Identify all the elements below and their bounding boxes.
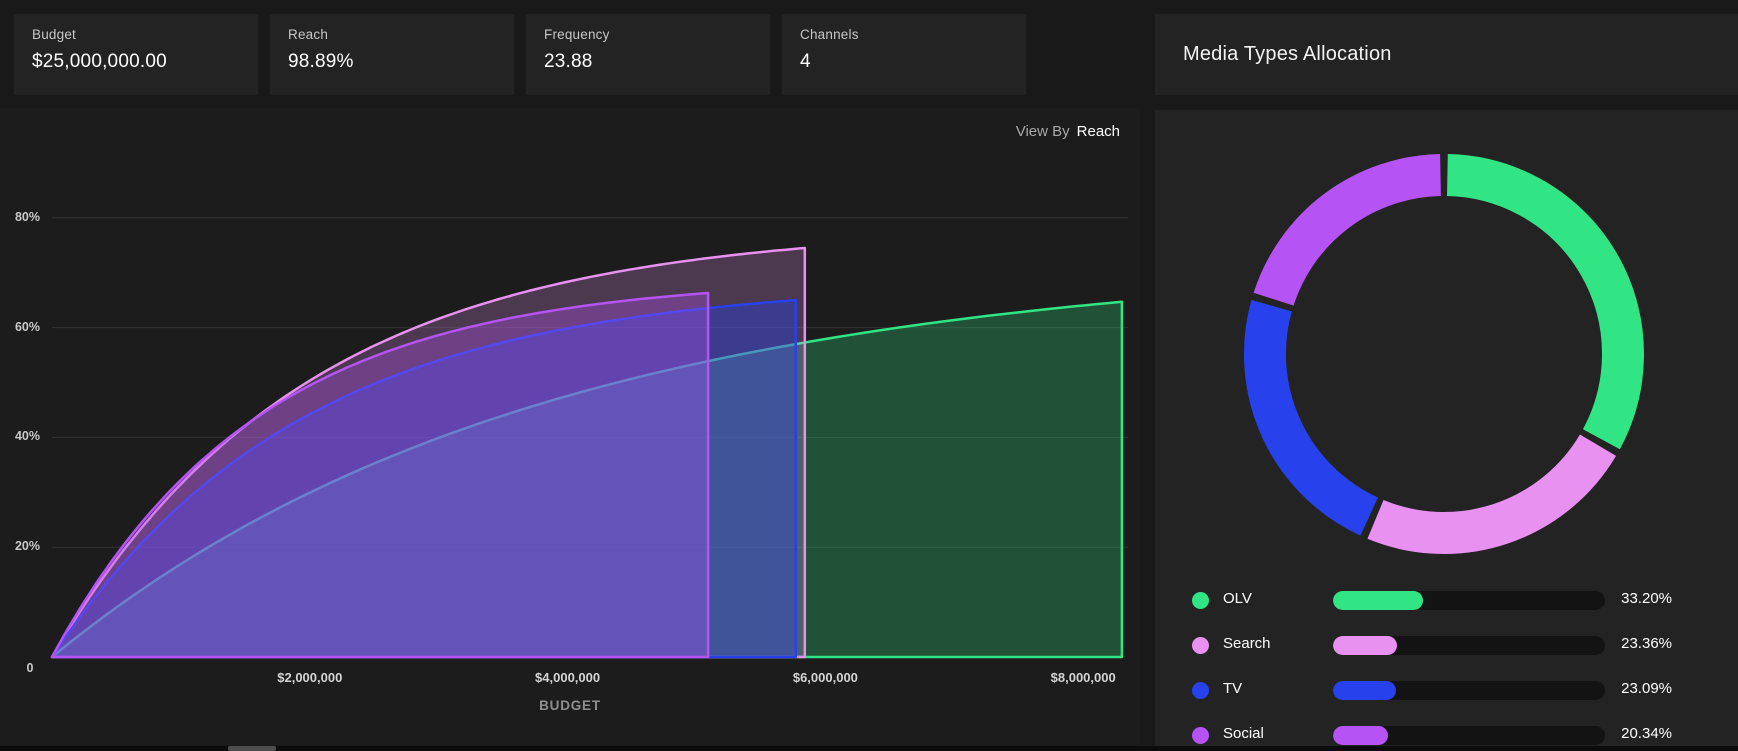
y-axis-tick-label: 60% xyxy=(14,319,40,334)
legend-row-social[interactable]: Social 20.34% xyxy=(1155,714,1738,751)
reach-curve-search xyxy=(50,246,807,659)
x-axis-title: BUDGET xyxy=(539,698,601,713)
stat-card-budget: Budget $25,000,000.00 xyxy=(14,14,258,95)
view-by-value: Reach xyxy=(1076,123,1120,140)
stat-label: Frequency xyxy=(544,27,610,42)
olv-legend-dot-icon xyxy=(1192,592,1209,609)
view-by-selector[interactable]: View By Reach xyxy=(1016,123,1120,140)
x-axis-tick-label: $4,000,000 xyxy=(535,670,601,685)
x-axis-tick-label: $8,000,000 xyxy=(1050,670,1116,685)
y-axis-tick-label: 80% xyxy=(14,209,40,224)
stat-label: Reach xyxy=(288,27,329,42)
allocation-panel: OLV 33.20% Search 23.36% TV 23.09% Socia… xyxy=(1155,110,1738,751)
legend-row-tv[interactable]: TV 23.09% xyxy=(1155,669,1738,713)
legend-value: 20.34% xyxy=(1621,725,1672,742)
legend-bar-track xyxy=(1333,681,1605,700)
legend-bar-track xyxy=(1333,591,1605,610)
stat-card-channels: Channels 4 xyxy=(782,14,1026,95)
legend-value: 23.36% xyxy=(1621,635,1672,652)
stat-label: Budget xyxy=(32,27,76,42)
legend-label: OLV xyxy=(1223,590,1252,607)
donut-segment-search xyxy=(1367,434,1617,554)
legend-bar-fill xyxy=(1333,681,1396,700)
stat-value: 4 xyxy=(800,51,811,72)
donut-segment-social xyxy=(1253,154,1442,307)
y-axis-tick-label: 40% xyxy=(14,429,40,444)
reach-curve-tv xyxy=(50,298,798,659)
allocation-panel-header: Media Types Allocation xyxy=(1155,14,1738,95)
stat-value: $25,000,000.00 xyxy=(32,51,167,72)
stat-card-frequency: Frequency 23.88 xyxy=(526,14,770,95)
legend-bar-fill xyxy=(1333,636,1397,655)
search-legend-dot-icon xyxy=(1192,637,1209,654)
reach-curve-social xyxy=(50,291,710,659)
legend-bar-track xyxy=(1333,636,1605,655)
donut-segment-tv xyxy=(1244,300,1379,536)
legend-value: 33.20% xyxy=(1621,590,1672,607)
tv-legend-dot-icon xyxy=(1192,682,1209,699)
x-axis-tick-label: $2,000,000 xyxy=(277,670,343,685)
donut-segment-olv xyxy=(1446,154,1644,450)
legend-value: 23.09% xyxy=(1621,680,1672,697)
allocation-donut-chart xyxy=(1244,154,1644,554)
origin-tick-label: 0 xyxy=(26,661,34,675)
horizontal-scrollbar-thumb[interactable] xyxy=(228,746,276,751)
legend-label: TV xyxy=(1223,680,1243,697)
stat-card-reach: Reach 98.89% xyxy=(270,14,514,95)
legend-label: Social xyxy=(1223,725,1264,742)
legend-bar-fill xyxy=(1333,726,1389,745)
stat-value: 98.89% xyxy=(288,51,354,72)
y-axis-tick-label: 20% xyxy=(14,539,40,554)
legend-bar-fill xyxy=(1333,591,1424,610)
legend-row-olv[interactable]: OLV 33.20% xyxy=(1155,579,1738,623)
stat-label: Channels xyxy=(800,27,859,42)
view-by-label: View By xyxy=(1015,123,1070,140)
social-legend-dot-icon xyxy=(1192,727,1209,744)
x-axis-tick-label: $6,000,000 xyxy=(792,670,858,685)
legend-label: Search xyxy=(1223,635,1271,652)
legend-bar-track xyxy=(1333,726,1605,745)
legend-row-search[interactable]: Search 23.36% xyxy=(1155,624,1738,668)
reach-curve-panel: View By Reach 80% 60% 40% 20% 0 $2,000,000 $4,0… xyxy=(0,108,1140,745)
reach-curves-chart xyxy=(50,217,1128,659)
reach-curve-olv xyxy=(50,300,1124,659)
horizontal-scrollbar-track[interactable] xyxy=(0,746,1738,751)
allocation-panel-title: Media Types Allocation xyxy=(1183,43,1392,65)
stat-value: 23.88 xyxy=(544,51,593,72)
